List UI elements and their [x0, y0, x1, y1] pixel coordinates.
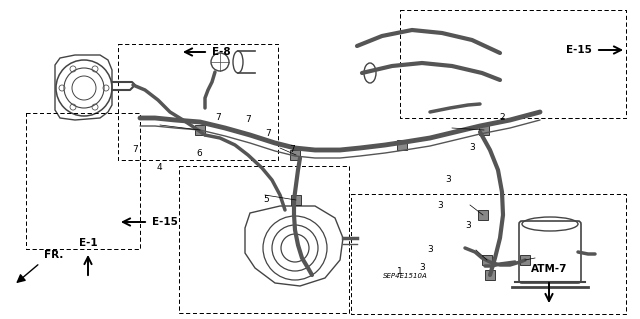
Bar	[179, 166, 349, 313]
Bar	[478, 210, 488, 220]
Text: E-8: E-8	[212, 47, 230, 57]
Bar	[351, 194, 626, 314]
Text: 3: 3	[427, 246, 433, 255]
Text: 7: 7	[245, 115, 251, 124]
Text: E-15: E-15	[566, 45, 592, 55]
Text: 3: 3	[469, 144, 475, 152]
Bar	[479, 125, 489, 135]
Text: 1: 1	[397, 268, 403, 277]
Text: E-1: E-1	[79, 238, 97, 248]
Bar	[291, 195, 301, 205]
Bar	[482, 255, 492, 265]
Bar	[118, 44, 278, 160]
Bar	[26, 113, 140, 249]
Text: ATM-7: ATM-7	[531, 264, 567, 274]
Bar	[351, 194, 626, 314]
Text: 7: 7	[132, 145, 138, 154]
Bar	[400, 10, 626, 118]
Text: 3: 3	[465, 220, 471, 229]
Text: 4: 4	[156, 164, 162, 173]
Text: 3: 3	[419, 263, 425, 272]
Text: 7: 7	[215, 114, 221, 122]
Text: 2: 2	[499, 114, 505, 122]
Text: 3: 3	[437, 202, 443, 211]
Bar	[179, 166, 349, 313]
Bar	[520, 255, 530, 265]
Text: 5: 5	[263, 196, 269, 204]
Text: 7: 7	[265, 129, 271, 137]
Bar	[26, 113, 140, 249]
Bar	[290, 150, 300, 160]
Text: 7: 7	[289, 145, 295, 154]
Text: E-15: E-15	[152, 217, 178, 227]
Bar	[118, 44, 278, 160]
Bar	[195, 125, 205, 135]
Bar	[485, 270, 495, 280]
Text: 3: 3	[445, 175, 451, 184]
Text: SEP4E1510A: SEP4E1510A	[383, 273, 428, 279]
Bar	[400, 10, 626, 118]
Text: FR.: FR.	[44, 250, 63, 260]
Bar	[397, 140, 407, 150]
Text: 6: 6	[196, 149, 202, 158]
